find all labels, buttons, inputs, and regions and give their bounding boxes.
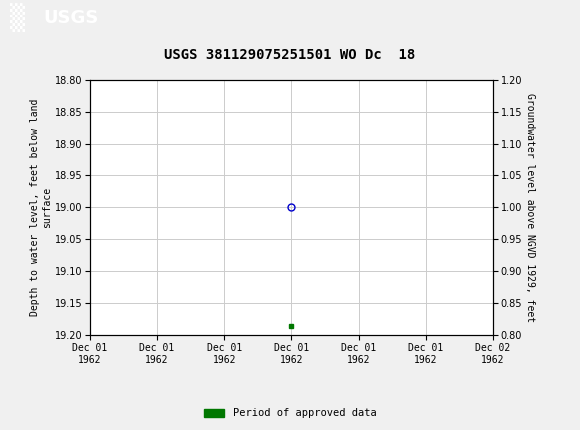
Legend: Period of approved data: Period of approved data bbox=[200, 404, 380, 423]
Text: ▒: ▒ bbox=[10, 3, 26, 32]
Y-axis label: Groundwater level above NGVD 1929, feet: Groundwater level above NGVD 1929, feet bbox=[525, 93, 535, 322]
Text: USGS 381129075251501 WO Dc  18: USGS 381129075251501 WO Dc 18 bbox=[164, 48, 416, 62]
Y-axis label: Depth to water level, feet below land
surface: Depth to water level, feet below land su… bbox=[30, 99, 52, 316]
Text: USGS: USGS bbox=[44, 9, 99, 27]
